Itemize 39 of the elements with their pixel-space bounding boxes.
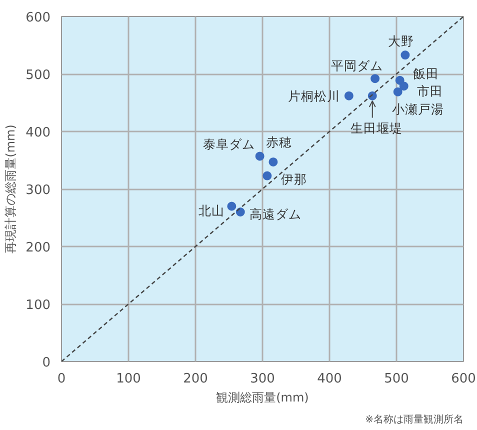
annotation: 飯田 <box>412 66 439 81</box>
point <box>344 91 354 100</box>
point <box>236 208 245 216</box>
annotation: 片桐松川 <box>288 88 340 104</box>
annotation: 泰阜ダム <box>202 136 255 152</box>
x-tick-label: 400 <box>317 372 342 386</box>
point <box>400 50 410 60</box>
point <box>268 157 278 166</box>
annotation: 生田堰堤 <box>350 120 402 136</box>
y-tick-label: 600 <box>26 10 51 26</box>
point <box>393 87 402 96</box>
annotation: 大野 <box>388 34 414 49</box>
annotation: 平岡ダム <box>331 58 384 74</box>
y-tick-label: 400 <box>26 126 51 140</box>
point <box>399 82 408 91</box>
y-tick-label: 100 <box>26 298 51 313</box>
point <box>255 152 264 161</box>
y-tick-label: 0 <box>42 356 51 370</box>
y-axis-title: 再現計算の総雨量(mm) <box>4 124 18 254</box>
y-tick-label: 300 <box>26 183 51 198</box>
annotation: 高遠ダム <box>249 206 302 222</box>
annotation: 赤穂 <box>266 134 292 150</box>
x-tick-label: 300 <box>250 372 275 386</box>
y-tick-label: 200 <box>26 240 51 256</box>
annotation: 小瀬戸湯 <box>392 101 444 116</box>
x-tick-label: 100 <box>116 372 141 386</box>
annotation: 市田 <box>416 84 443 99</box>
point <box>370 74 380 84</box>
x-tick-label: 0 <box>57 372 66 386</box>
text: ※名称は雨量観測所名 <box>365 414 464 426</box>
point <box>227 202 236 211</box>
x-tick-label: 600 <box>451 372 476 386</box>
point <box>262 171 272 180</box>
x-tick-label: 200 <box>183 372 208 386</box>
x-tick-label: 500 <box>384 372 409 386</box>
x-axis-title: 観測総雨量(mm) <box>216 390 309 404</box>
y-tick-label: 500 <box>26 68 51 83</box>
annotation: 北山 <box>198 202 225 218</box>
annotation: 伊那 <box>281 171 308 186</box>
